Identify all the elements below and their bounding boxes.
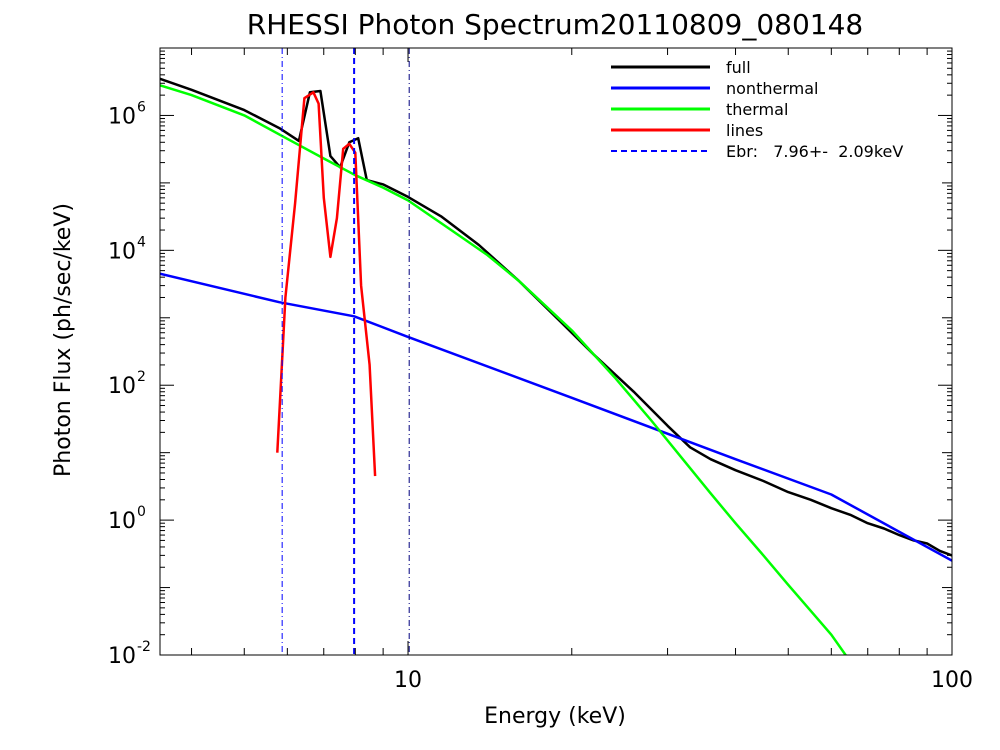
series-thermal-line xyxy=(160,84,848,655)
x-tick-label: 10 xyxy=(394,668,422,693)
y-tick-label: 10 xyxy=(108,104,136,129)
y-tick-exponent: 0 xyxy=(137,504,146,520)
series-full-line xyxy=(160,77,952,557)
legend-label-thermal: thermal xyxy=(726,100,788,119)
y-tick-label: 10 xyxy=(108,374,136,399)
plot-lines xyxy=(160,77,952,655)
plot-frame xyxy=(159,47,953,656)
x-axis-label: Energy (keV) xyxy=(484,704,626,729)
y-tick-label: 10 xyxy=(108,239,136,264)
axis-ticks xyxy=(160,47,953,656)
chart-title: RHESSI Photon Spectrum20110809_080148 xyxy=(247,8,864,41)
legend-label-ebr-7-96-2-09kev: Ebr: 7.96+- 2.09keV xyxy=(726,142,903,161)
y-tick-exponent: 6 xyxy=(137,99,146,115)
series-lines-line xyxy=(276,91,377,477)
y-tick-exponent: -2 xyxy=(137,639,151,655)
y-axis-label: Photon Flux (ph/sec/keV) xyxy=(51,203,76,477)
series-nonthermal-line xyxy=(160,272,952,562)
legend-label-full: full xyxy=(726,58,751,77)
vertical-markers xyxy=(281,48,410,655)
y-tick-label: 10 xyxy=(108,644,136,669)
legend-label-nonthermal: nonthermal xyxy=(726,79,818,98)
legend: full nonthermal thermal lines Ebr: 7.96+- 2.… xyxy=(611,58,903,161)
y-tick-exponent: 2 xyxy=(137,369,146,385)
y-tick-label: 10 xyxy=(108,509,136,534)
y-tick-exponent: 4 xyxy=(137,234,146,250)
x-tick-label: 100 xyxy=(931,668,973,693)
legend-label-lines: lines xyxy=(726,121,763,140)
